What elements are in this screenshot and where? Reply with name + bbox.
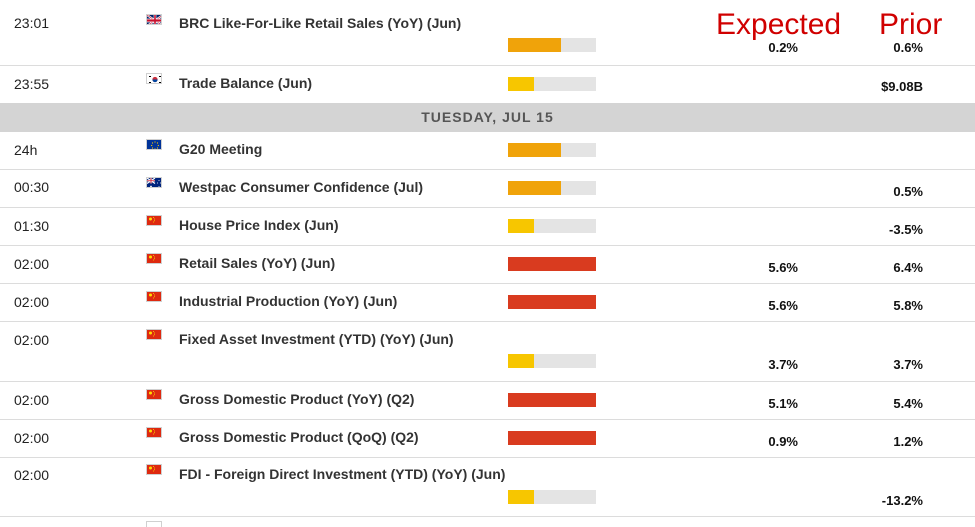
table-row[interactable]: 23:55 Trade Balance (Jun) $9.08B (0, 66, 975, 103)
expected-value: 0.9% (768, 434, 798, 449)
event-name[interactable]: G20 Meeting (179, 141, 263, 157)
australia-flag-icon (146, 177, 162, 188)
impact-fill (508, 295, 596, 309)
prior-value: 3.7% (893, 357, 923, 372)
south-korea-flag-icon (146, 73, 162, 84)
impact-meter (508, 490, 596, 504)
event-name[interactable]: House Price Index (Jun) (179, 217, 339, 233)
prior-value: 5.4% (893, 396, 923, 411)
expected-value: 5.1% (768, 396, 798, 411)
impact-fill (508, 219, 535, 233)
impact-fill (508, 490, 535, 504)
china-flag-icon (146, 389, 162, 400)
eu-flag-icon (146, 139, 162, 150)
prior-value: -13.2% (881, 493, 923, 508)
china-flag-icon (146, 427, 162, 438)
prior-value: -3.5% (889, 222, 923, 237)
table-row[interactable]: 02:00 Gross Domestic Product (QoQ) (Q2) … (0, 420, 975, 458)
event-name[interactable]: Fixed Asset Investment (YTD) (YoY) (Jun) (179, 331, 454, 347)
impact-fill (508, 38, 561, 52)
day-separator: TUESDAY, JUL 15 (0, 103, 975, 132)
impact-meter (508, 77, 596, 91)
impact-fill (508, 393, 596, 407)
impact-meter (508, 295, 596, 309)
event-name[interactable]: Gross Domestic Product (YoY) (Q2) (179, 391, 415, 407)
event-time: 02:00 (14, 332, 50, 348)
event-time: 02:00 (14, 392, 50, 408)
table-row[interactable]: 02:00 FDI - Foreign Direct Investment (Y… (0, 458, 975, 517)
expected-value: 5.6% (768, 260, 798, 275)
uk-flag-icon (146, 14, 162, 25)
table-row[interactable]: 00:30 Westpac Consumer Confidence (Jul) … (0, 170, 975, 208)
china-flag-icon (146, 464, 162, 475)
table-row[interactable]: 01:30 House Price Index (Jun) -3.5% (0, 208, 975, 246)
table-row[interactable]: 02:00 Fixed Asset Investment (YTD) (YoY)… (0, 322, 975, 382)
impact-meter (508, 143, 596, 157)
expected-header: Expected (716, 8, 842, 41)
table-row[interactable]: 02:00 Gross Domestic Product (YoY) (Q2) … (0, 382, 975, 420)
china-flag-icon (146, 253, 162, 264)
impact-meter (508, 431, 596, 445)
impact-meter (508, 181, 596, 195)
event-time: 01:30 (14, 218, 50, 234)
event-name[interactable]: BRC Like-For-Like Retail Sales (YoY) (Ju… (179, 15, 462, 31)
table-row[interactable]: 24h G20 Meeting (0, 132, 975, 170)
event-name[interactable]: Westpac Consumer Confidence (Jul) (179, 179, 424, 195)
flag-icon (146, 521, 162, 527)
china-flag-icon (146, 215, 162, 226)
expected-value: 3.7% (768, 357, 798, 372)
impact-meter (508, 354, 596, 368)
prior-value: $9.08B (881, 79, 923, 94)
event-name[interactable]: Retail Sales (YoY) (Jun) (179, 255, 336, 271)
expected-value: 5.6% (768, 298, 798, 313)
event-time: 00:30 (14, 179, 50, 195)
prior-header: Prior (879, 8, 943, 41)
impact-fill (508, 143, 561, 157)
event-name[interactable]: Trade Balance (Jun) (179, 75, 313, 91)
event-time: 02:00 (14, 430, 50, 446)
table-row[interactable]: 23:01 BRC Like-For-Like Retail Sales (Yo… (0, 0, 975, 66)
expected-value: 0.2% (768, 40, 798, 55)
prior-value: 0.6% (893, 40, 923, 55)
event-time: 02:00 (14, 256, 50, 272)
impact-meter (508, 38, 596, 52)
prior-value: 6.4% (893, 260, 923, 275)
prior-value: 0.5% (893, 184, 923, 199)
impact-meter (508, 393, 596, 407)
china-flag-icon (146, 329, 162, 340)
event-time: 02:00 (14, 467, 50, 483)
prior-value: 1.2% (893, 434, 923, 449)
table-row[interactable]: 02:00 Industrial Production (YoY) (Jun) … (0, 284, 975, 322)
event-time: 02:00 (14, 294, 50, 310)
event-time: 23:01 (14, 15, 50, 31)
impact-fill (508, 77, 535, 91)
impact-meter (508, 219, 596, 233)
event-time: 24h (14, 142, 38, 158)
table-row[interactable]: 02:00 Retail Sales (YoY) (Jun) 5.6% 6.4% (0, 246, 975, 284)
impact-fill (508, 181, 561, 195)
impact-meter (508, 257, 596, 271)
event-name[interactable]: Gross Domestic Product (QoQ) (Q2) (179, 429, 419, 445)
event-time: 23:55 (14, 76, 50, 92)
impact-fill (508, 354, 535, 368)
impact-fill (508, 431, 596, 445)
prior-value: 5.8% (893, 298, 923, 313)
impact-fill (508, 257, 596, 271)
event-name[interactable]: Industrial Production (YoY) (Jun) (179, 293, 398, 309)
china-flag-icon (146, 291, 162, 302)
event-name[interactable]: FDI - Foreign Direct Investment (YTD) (Y… (179, 466, 506, 482)
